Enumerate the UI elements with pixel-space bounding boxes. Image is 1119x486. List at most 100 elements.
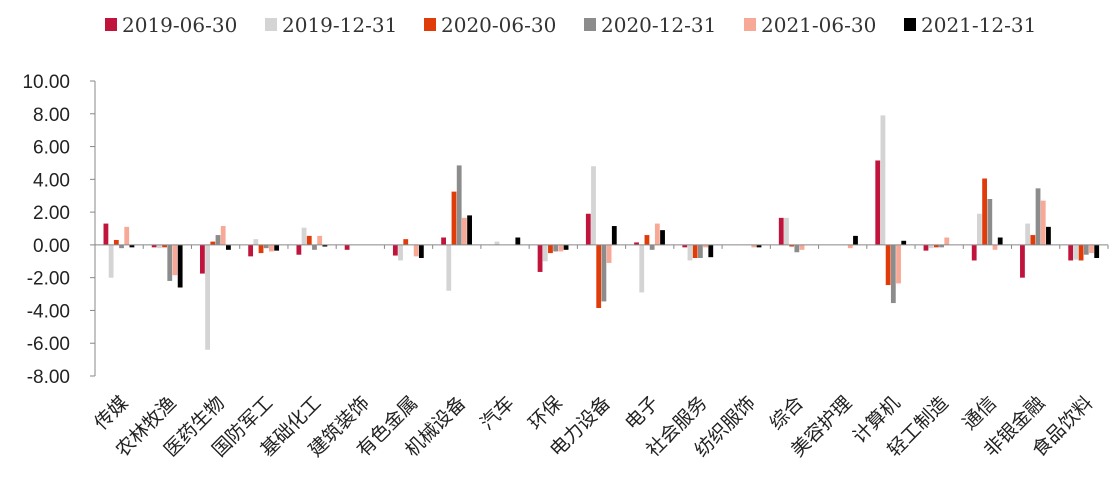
bar — [890, 244, 896, 304]
x-tick-label: 通信 — [959, 392, 1001, 434]
bar — [461, 217, 467, 245]
bar — [558, 244, 564, 252]
bar — [875, 160, 881, 245]
bar — [880, 115, 886, 245]
legend: 2019-06-30 2019-12-31 2020-06-30 2020-12-31… — [105, 13, 1036, 37]
bar — [129, 244, 135, 248]
bar — [220, 226, 226, 245]
legend-swatch — [424, 18, 436, 31]
bar — [451, 191, 457, 245]
bar — [601, 244, 607, 302]
bar — [205, 244, 210, 350]
bar — [248, 244, 254, 257]
bar — [1089, 244, 1094, 254]
bar — [119, 244, 124, 249]
bar — [1035, 188, 1041, 245]
bar — [1025, 223, 1031, 245]
legend-label: 2020-12-31 — [601, 13, 716, 37]
bar — [210, 241, 216, 245]
bar — [923, 244, 929, 251]
bar — [933, 244, 939, 248]
x-tick-label: 环保 — [524, 392, 566, 434]
bar — [982, 178, 987, 245]
bar — [322, 244, 328, 247]
bar — [896, 244, 901, 284]
bar — [413, 244, 419, 257]
bar — [585, 213, 591, 245]
bar — [103, 223, 109, 245]
bar — [162, 244, 167, 248]
bar — [751, 244, 757, 248]
bar — [200, 244, 205, 274]
bar — [944, 237, 950, 245]
bar — [660, 230, 665, 245]
x-tick-label: 综合 — [766, 392, 808, 434]
bar — [312, 244, 317, 250]
bar — [928, 244, 934, 249]
x-tick-label: 汽车 — [476, 392, 518, 434]
bar — [1040, 200, 1046, 245]
bar — [548, 244, 553, 254]
bar — [596, 244, 602, 308]
x-tick-label: 传媒 — [90, 392, 132, 434]
legend-label: 2021-12-31 — [921, 13, 1036, 37]
legend-swatch — [105, 18, 117, 31]
bar — [939, 244, 944, 248]
legend-swatch — [904, 18, 916, 31]
y-tick-label: -8.00 — [27, 367, 70, 388]
bar — [253, 239, 259, 245]
bar — [611, 226, 617, 245]
bar — [644, 235, 650, 245]
bar — [606, 244, 612, 263]
bar — [269, 244, 274, 252]
bar — [398, 244, 403, 261]
bar — [467, 215, 472, 245]
bar — [654, 223, 660, 245]
bar — [167, 244, 173, 281]
x-tick-label: 电子 — [621, 392, 663, 434]
y-tick-label: 6.00 — [33, 138, 70, 159]
legend-label: 2019-12-31 — [282, 13, 397, 37]
bar — [687, 244, 693, 261]
bar — [418, 244, 424, 258]
bar — [987, 199, 993, 245]
bar — [113, 239, 119, 245]
bar — [441, 237, 446, 245]
bar — [494, 241, 500, 245]
bar — [403, 239, 409, 245]
bar — [634, 242, 639, 245]
bar — [799, 244, 805, 250]
bar — [563, 244, 569, 250]
bar — [344, 244, 350, 250]
bar — [997, 237, 1003, 245]
bar — [703, 244, 708, 248]
y-tick-label: -4.00 — [27, 301, 70, 322]
bar — [977, 213, 982, 245]
legend-label: 2021-06-30 — [761, 13, 876, 37]
bar — [853, 235, 858, 245]
y-tick-label: -6.00 — [27, 334, 70, 355]
bar — [258, 244, 264, 254]
bar — [446, 244, 452, 291]
bar — [542, 244, 548, 262]
y-tick-label: 8.00 — [33, 105, 70, 126]
bar — [553, 244, 559, 252]
bar — [778, 217, 784, 245]
bar — [392, 244, 398, 256]
bar — [784, 217, 789, 245]
bar — [692, 244, 698, 258]
bar — [317, 235, 323, 245]
bar — [515, 237, 521, 245]
bar — [971, 244, 977, 261]
bar — [885, 244, 891, 286]
bar — [1020, 244, 1025, 278]
bar — [177, 244, 183, 288]
bar — [124, 226, 130, 245]
bar — [591, 166, 596, 245]
bar — [456, 165, 462, 245]
bar — [789, 244, 795, 247]
y-tick-label: 0.00 — [33, 236, 70, 257]
y-tick-label: 4.00 — [33, 170, 70, 191]
bar — [263, 244, 269, 249]
